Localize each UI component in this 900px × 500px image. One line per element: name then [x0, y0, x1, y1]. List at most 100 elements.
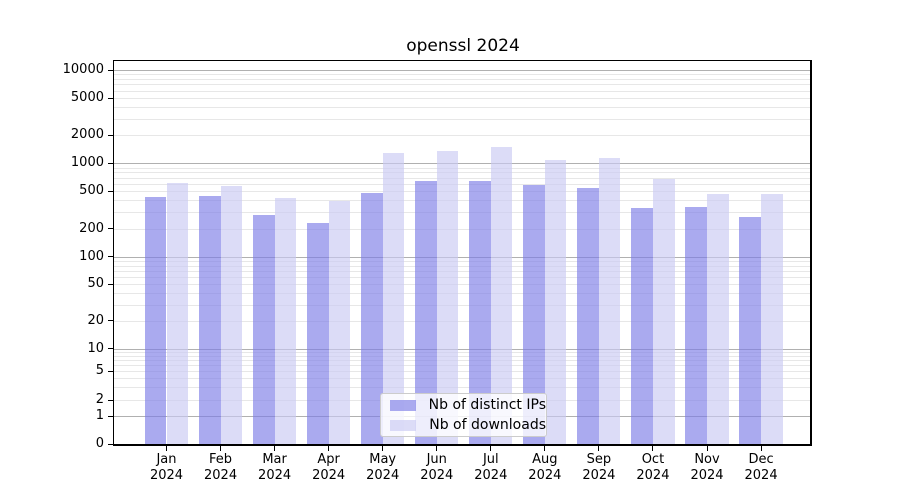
gridline-major [114, 256, 810, 258]
x-tick-mark [220, 446, 222, 451]
gridline-minor [114, 212, 810, 214]
bar-downloads-oct [652, 179, 675, 444]
x-tick-label: Oct 2024 [636, 452, 670, 483]
bar-downloads-mar [274, 198, 297, 444]
bar-downloads-nov [707, 194, 729, 444]
y-tick-mark [108, 415, 113, 417]
y-tick-label: 100 [79, 248, 104, 264]
y-tick-mark [108, 228, 113, 230]
y-tick-mark [108, 69, 113, 71]
gridline-minor [114, 320, 810, 322]
bar-distinct-ips-jun [415, 180, 437, 444]
x-tick-mark [760, 446, 762, 451]
gridline-minor [114, 184, 810, 186]
x-tick-mark [598, 446, 600, 451]
bar-distinct-ips-jan [144, 197, 167, 444]
gridline-minor [114, 365, 810, 367]
y-tick-label: 1 [95, 408, 104, 423]
gridline-minor [114, 387, 810, 389]
x-tick-label: May 2024 [366, 452, 400, 483]
x-tick-mark [652, 446, 654, 451]
bar-downloads-aug [544, 159, 567, 444]
y-tick-label: 10 [87, 340, 104, 356]
y-tick-mark [108, 370, 113, 372]
gridline-minor [114, 371, 810, 372]
y-tick-label: 5 [95, 363, 104, 378]
gridline-minor [114, 172, 810, 174]
gridline-minor [114, 135, 810, 137]
y-tick-mark [108, 256, 113, 258]
gridline-minor [114, 260, 810, 262]
bar-downloads-feb [220, 185, 243, 444]
gridline-major [114, 70, 810, 71]
y-tick-mark [108, 443, 113, 445]
gridline-minor [114, 284, 810, 286]
gridline-minor [114, 228, 810, 230]
bar-downloads-jun [436, 151, 459, 444]
bar-downloads-sep [598, 157, 621, 444]
y-tick-label: 5000 [70, 90, 104, 106]
x-tick-label: Mar 2024 [258, 452, 292, 483]
x-tick-label: Jan 2024 [149, 452, 184, 483]
gridline-minor [114, 90, 810, 92]
x-tick-label: Nov 2024 [690, 452, 724, 483]
bar-downloads-jan [166, 182, 189, 444]
y-tick-label: 500 [79, 183, 104, 199]
gridline-minor [114, 351, 810, 353]
gridline-minor [114, 200, 810, 202]
x-tick-label: Jul 2024 [474, 452, 508, 483]
gridline-minor [114, 107, 810, 109]
y-tick-label: 20 [87, 312, 104, 328]
gridline-minor [114, 118, 810, 120]
x-tick-label: Aug 2024 [528, 452, 562, 483]
gridline-minor [114, 74, 810, 76]
plot-area: Nb of distinct IPs Nb of downloads [113, 60, 812, 446]
gridline-major [114, 348, 810, 350]
chart-title: openssl 2024 [406, 36, 520, 56]
gridline-minor [114, 191, 810, 193]
y-tick-mark [108, 162, 113, 164]
bar-downloads-apr [328, 201, 351, 444]
gridline-minor [114, 177, 810, 179]
gridline-minor [114, 84, 810, 86]
gridline-minor [114, 293, 810, 295]
gridline-minor [114, 98, 810, 100]
bar-distinct-ips-oct [631, 208, 653, 444]
gridline-minor [114, 265, 810, 267]
y-tick-mark [108, 190, 113, 192]
x-tick-mark [382, 446, 384, 451]
bar-downloads-may [382, 153, 405, 444]
y-tick-mark [108, 134, 113, 136]
gridline-minor [114, 167, 810, 169]
legend-swatch-distinct-ips [390, 399, 416, 411]
y-tick-label: 1000 [70, 155, 104, 171]
y-tick-mark [108, 320, 113, 322]
gridline-major [114, 163, 810, 165]
gridline-minor [114, 360, 810, 362]
y-tick-mark [108, 283, 113, 285]
bar-distinct-ips-aug [523, 185, 545, 444]
x-tick-mark [490, 446, 492, 451]
bar-distinct-ips-mar [253, 215, 275, 444]
x-tick-label: Dec 2024 [744, 452, 778, 483]
legend-label-distinct-ips: Nb of distinct IPs [428, 397, 546, 413]
y-tick-mark [108, 348, 113, 349]
y-tick-label: 200 [79, 220, 104, 236]
bar-distinct-ips-nov [685, 206, 707, 444]
x-tick-label: Apr 2024 [312, 452, 346, 483]
legend-label-downloads: Nb of downloads [429, 417, 546, 433]
x-tick-mark [706, 446, 708, 451]
y-tick-mark [108, 97, 113, 99]
y-tick-label: 2 [95, 392, 104, 407]
y-tick-mark [108, 399, 113, 401]
legend: Nb of distinct IPs Nb of downloads [380, 393, 547, 437]
gridline-minor [114, 270, 810, 272]
legend-swatch-downloads [390, 419, 417, 431]
plot-inner: Nb of distinct IPs Nb of downloads [114, 61, 810, 444]
bar-distinct-ips-feb [198, 195, 221, 444]
y-tick-label: 50 [87, 276, 104, 292]
x-tick-mark [274, 446, 276, 451]
y-tick-label: 0 [95, 436, 104, 451]
x-tick-label: Sep 2024 [582, 452, 616, 483]
